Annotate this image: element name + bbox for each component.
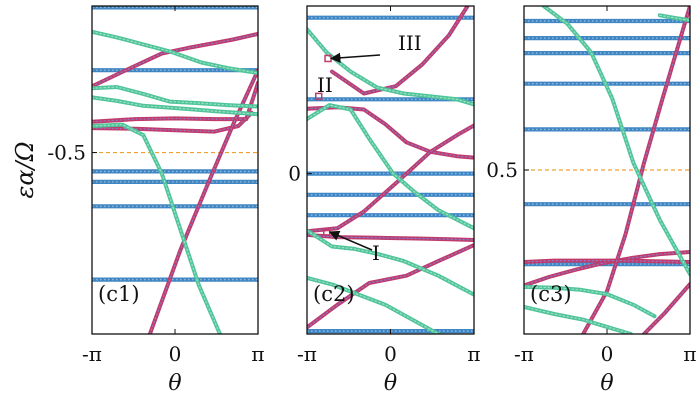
- falling-band-dots: [542, 6, 690, 275]
- series-rising-9: [307, 123, 474, 234]
- falling-band-line: [92, 85, 258, 109]
- series-falling-12: [92, 85, 258, 109]
- rising-band-dots: [331, 6, 469, 95]
- rising-band-dots: [524, 251, 690, 287]
- x-tick-label: 0: [384, 342, 397, 366]
- series-falling-14: [524, 304, 633, 334]
- series-rising-7: [92, 31, 258, 89]
- annotation-label-I: I: [372, 241, 380, 265]
- x-tick-label: 0: [601, 342, 614, 366]
- marker-II: [314, 92, 323, 101]
- series-falling-15: [657, 13, 690, 23]
- panel-3: -π 0 π 0.5 θ (c3): [486, 5, 697, 396]
- series-rising-10: [581, 6, 690, 334]
- falling-band-dots: [307, 229, 474, 296]
- falling-band-dots: [307, 277, 440, 334]
- series-rising-10: [307, 232, 474, 242]
- falling-band-dots: [524, 286, 656, 317]
- panel-label: (c1): [98, 282, 140, 306]
- rising-band-dots: [307, 106, 474, 159]
- annotation-arrow-III: [329, 52, 381, 64]
- x-tick-label: π: [683, 342, 696, 366]
- x-tick-label: π: [251, 342, 264, 366]
- series-falling-12: [541, 6, 690, 277]
- x-axis-label: θ: [168, 371, 181, 396]
- series-rising-9: [524, 258, 690, 264]
- rising-band-line: [92, 31, 258, 89]
- y-axis-label: εα/Ω: [11, 141, 39, 198]
- rising-band-line: [524, 250, 690, 288]
- x-axis-label: θ: [600, 371, 613, 396]
- y-tick-label: 0: [288, 162, 301, 186]
- series-falling-14: [307, 228, 474, 297]
- x-tick-label: 0: [169, 342, 182, 366]
- rising-band-dots: [307, 244, 474, 328]
- panel-label: (c3): [530, 282, 572, 306]
- panel-1: -π 0 π -0.5 θ (c1): [47, 5, 265, 396]
- annotation-label-II: II: [317, 73, 333, 97]
- x-tick-label: -π: [514, 342, 534, 366]
- series-rising-8: [524, 250, 690, 288]
- series-falling-15: [307, 275, 444, 334]
- x-tick-label: -π: [82, 342, 102, 366]
- rising-band-dots: [92, 33, 258, 87]
- panel-label: (c2): [313, 282, 355, 306]
- series-rising-8: [307, 105, 474, 160]
- falling-band-dots: [659, 14, 690, 21]
- falling-band-dots: [307, 104, 474, 229]
- falling-band-line: [307, 103, 474, 231]
- series-rising-7: [330, 6, 470, 96]
- rising-band-dots: [582, 6, 690, 334]
- x-tick-label: -π: [297, 342, 317, 366]
- annotation-label-III: III: [398, 31, 422, 55]
- series-rising-11: [642, 282, 690, 334]
- series-falling-13: [92, 95, 258, 117]
- falling-band-dots: [524, 306, 632, 334]
- plot-area-3: [524, 6, 690, 334]
- falling-band-dots: [92, 86, 258, 108]
- falling-band-dots: [92, 123, 221, 334]
- rising-band-line: [307, 105, 474, 160]
- series-falling-14: [92, 122, 222, 334]
- x-axis-label: θ: [384, 371, 397, 396]
- falling-band-dots: [92, 96, 258, 115]
- plot-area-2: [307, 6, 474, 334]
- series-rising-11: [307, 243, 474, 330]
- plot-area-1: [92, 6, 258, 334]
- y-tick-label: 0.5: [486, 158, 518, 182]
- series-falling-11: [92, 29, 258, 75]
- series-falling-13: [307, 103, 474, 231]
- y-axis-label-group: εα/Ω: [11, 141, 39, 198]
- annotation-arrow-I: [328, 230, 373, 251]
- falling-band-dots: [92, 31, 258, 74]
- rising-band-dots: [307, 124, 474, 232]
- rising-band-dots: [524, 260, 690, 263]
- x-tick-label: π: [467, 342, 480, 366]
- series-falling-13: [524, 284, 657, 319]
- y-tick-label: -0.5: [47, 141, 86, 165]
- rising-band-dots: [643, 283, 690, 334]
